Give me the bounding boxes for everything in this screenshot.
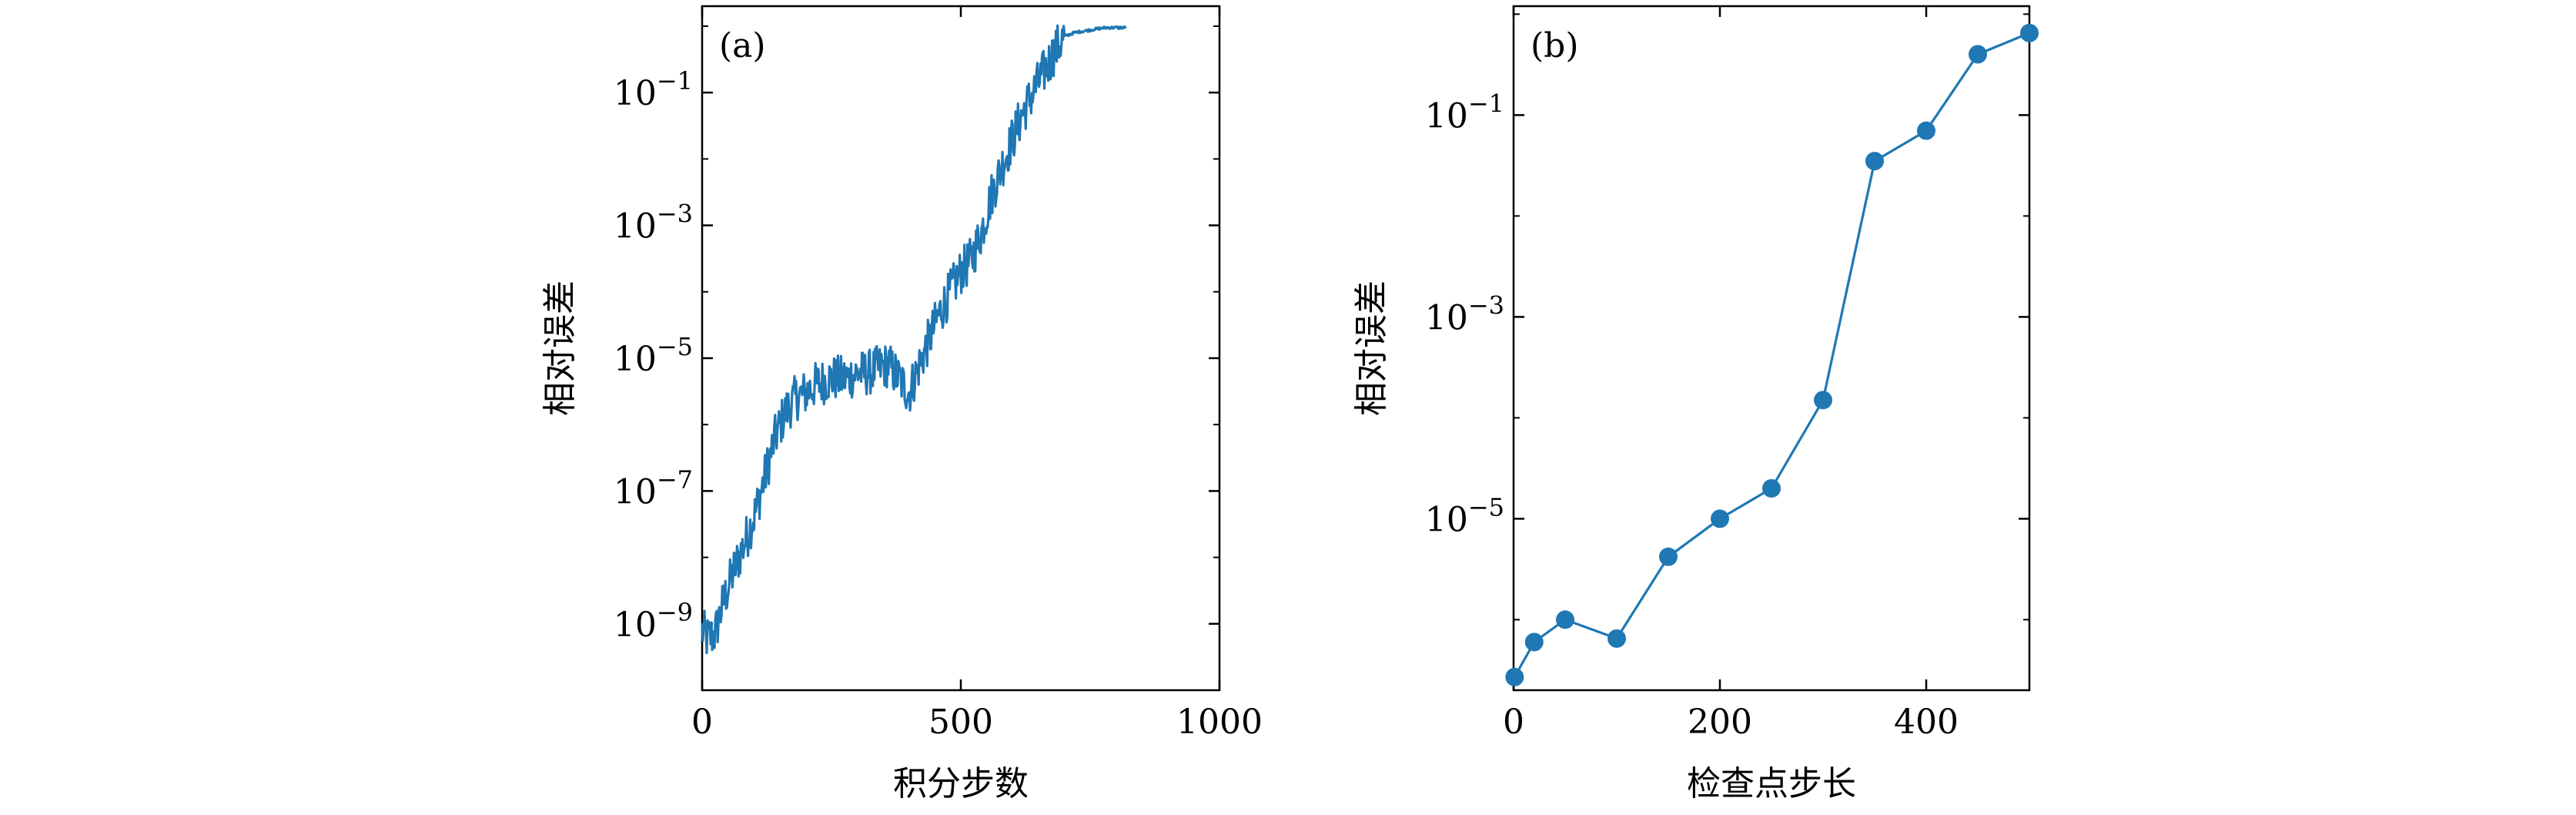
data-point <box>1762 478 1781 498</box>
series-line <box>1513 32 2030 678</box>
x-tick-label: 400 <box>1894 703 1959 742</box>
data-point <box>1524 632 1544 652</box>
data-point <box>1917 121 1935 140</box>
data-point <box>1711 509 1729 528</box>
x-tick-label: 1000 <box>1176 703 1263 742</box>
panel-label: (a) <box>719 26 766 65</box>
data-point <box>1505 667 1524 686</box>
panel-label: (b) <box>1531 26 1579 65</box>
x-tick-label: 0 <box>1503 703 1524 742</box>
y-tick-label: 10−7 <box>614 465 693 511</box>
x-tick-label: 200 <box>1688 703 1752 742</box>
data-point <box>1659 547 1678 566</box>
data-point <box>1556 610 1574 629</box>
data-point <box>1607 629 1626 648</box>
panel-b: 0 200 400 10−1 10−3 10−5 (b) 检查点步长 相对误差 <box>1352 5 2039 803</box>
panel-a: 0 500 1000 10−1 10−3 10−5 10−7 10−9 (a) 积分步数 相对误差 <box>540 5 1263 803</box>
data-point <box>2020 23 2039 42</box>
y-axis-label: 相对误差 <box>540 280 580 416</box>
data-point <box>1865 152 1884 171</box>
y-tick-label: 10−1 <box>1425 89 1504 136</box>
x-tick-label: 0 <box>691 703 713 742</box>
plot-frame <box>1512 5 2031 692</box>
y-tick-label: 10−5 <box>614 332 693 379</box>
y-tick-label: 10−1 <box>614 66 693 113</box>
x-axis-label: 检查点步长 <box>1687 764 1856 803</box>
y-tick-label: 10−5 <box>1425 492 1504 539</box>
y-tick-label: 10−3 <box>614 200 693 247</box>
y-tick-label: 10−9 <box>614 598 693 645</box>
y-axis-label: 相对误差 <box>1352 280 1391 416</box>
plot-frame <box>701 5 1221 692</box>
data-point <box>1969 45 1987 64</box>
x-axis-label: 积分步数 <box>893 764 1029 803</box>
x-tick-label: 500 <box>928 703 993 742</box>
y-tick-label: 10−3 <box>1425 290 1504 337</box>
series-line <box>701 24 1127 655</box>
data-point <box>1814 391 1832 410</box>
